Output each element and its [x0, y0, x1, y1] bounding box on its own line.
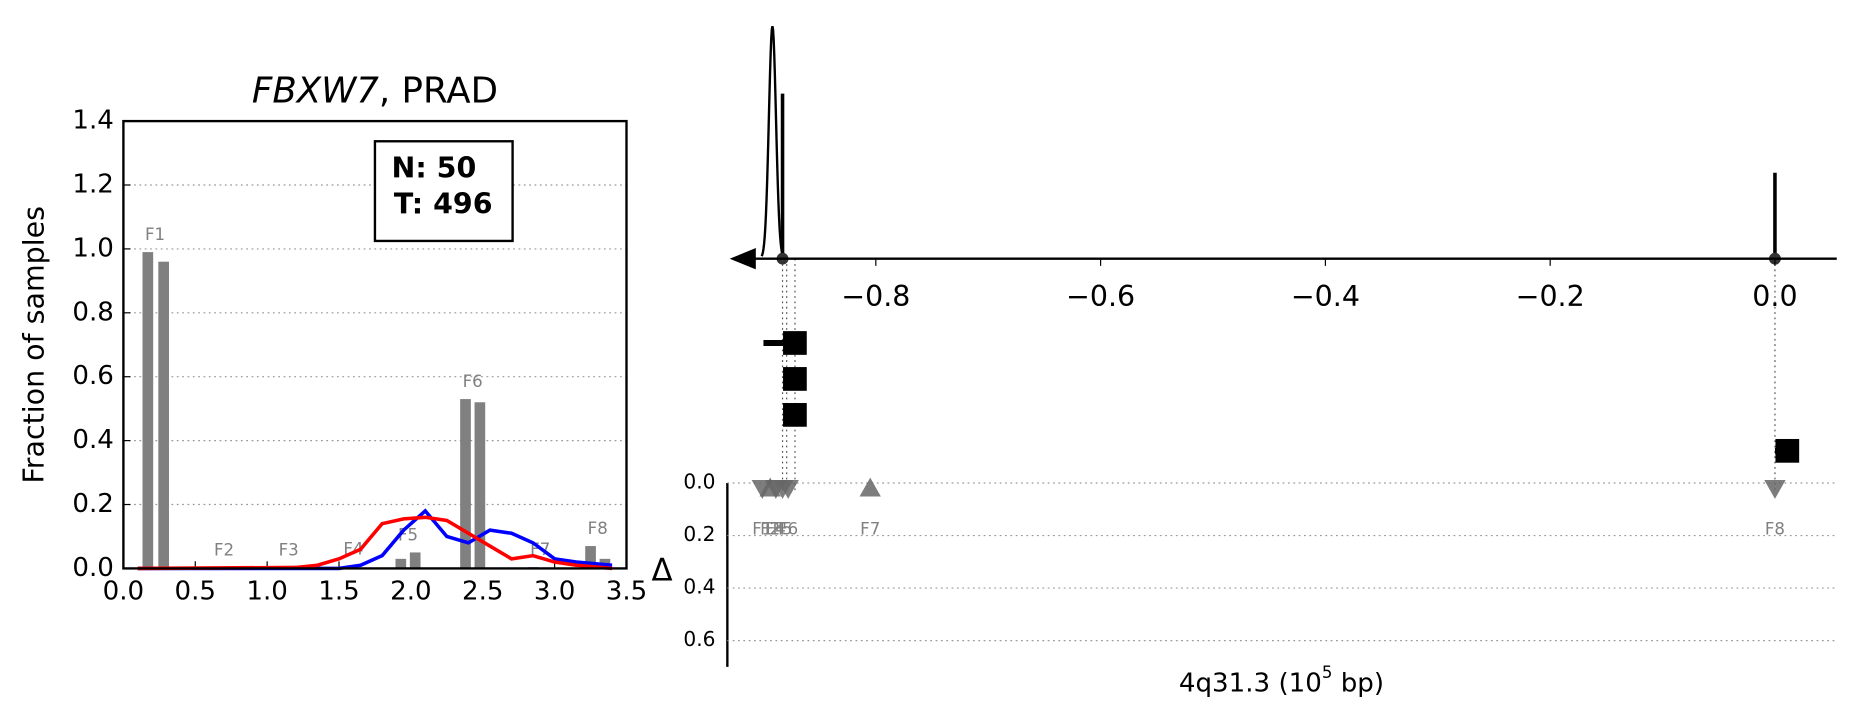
family-label: F6: [463, 372, 483, 391]
delta-label: F7: [860, 519, 880, 538]
delta-marker: [1764, 479, 1786, 499]
delta-marker: [859, 477, 881, 497]
x-tick-label: 2.5: [462, 577, 503, 607]
x-axis-label-part: 4q31.3 (10: [1179, 668, 1322, 698]
y-tick-label: 0.2: [683, 522, 715, 546]
x-tick-label: 0.0: [1752, 280, 1797, 313]
bar: [585, 546, 596, 569]
chart-title: FBXW7, PRAD: [252, 71, 498, 112]
y-tick-label: 0.2: [72, 489, 114, 519]
x-tick-label: −0.2: [1516, 280, 1585, 313]
delta-label: F8: [1765, 519, 1785, 538]
y-tick-label: 1.0: [72, 233, 114, 263]
x-tick-label: −0.4: [1291, 280, 1360, 313]
y-tick-label: 0.4: [683, 575, 715, 599]
family-label: F8: [588, 519, 608, 538]
x-tick-label: −0.8: [841, 280, 910, 313]
square-marker: [1775, 438, 1800, 463]
line: [137, 515, 613, 571]
plot-frame: [122, 119, 628, 570]
axis-arrow: [729, 248, 756, 270]
x-tick-label: 0.5: [175, 577, 217, 607]
y-tick-label: 0.6: [72, 361, 114, 391]
x-tick-label: 1.0: [246, 577, 288, 607]
x-tick-label: 0.0: [103, 577, 145, 607]
x-tick-label: 2.0: [390, 577, 431, 607]
x-tick-label: 3.0: [534, 577, 576, 607]
y-tick-label: 0.0: [72, 553, 114, 583]
bar: [474, 402, 486, 569]
y-tick-label: 0.4: [72, 425, 114, 455]
delta-label: F1: [752, 519, 772, 538]
y-tick-label: 0.6: [683, 627, 715, 651]
delta-label: F5: [772, 519, 792, 538]
y-tick-label: 1.2: [72, 170, 114, 200]
square-marker: [783, 403, 807, 427]
annotation: N: 50: [392, 152, 477, 185]
annotation: T: 496: [394, 187, 493, 220]
bar: [460, 399, 471, 569]
y-tick-label: 1.4: [72, 106, 114, 136]
x-tick-label: 1.5: [318, 577, 360, 607]
line: [137, 508, 613, 571]
family-label: F3: [279, 540, 299, 559]
y-axis-label: Δ: [652, 552, 673, 588]
peak: [760, 25, 785, 257]
y-tick-label: 0.0: [683, 469, 715, 493]
y-tick-label: 0.8: [72, 297, 114, 327]
square-marker: [783, 331, 807, 355]
x-tick-label: −0.6: [1066, 280, 1135, 313]
x-axis-label: 4q31.3 (105 bp): [1179, 662, 1384, 698]
x-tick-label: 3.5: [606, 577, 648, 607]
bar: [395, 558, 407, 569]
delta-label: F2: [760, 519, 780, 538]
family-label: F2: [214, 540, 234, 559]
annotation-box: [373, 140, 514, 243]
x-axis-label-part: bp): [1332, 668, 1384, 698]
y-axis-label: Fraction of samples: [18, 206, 51, 484]
delta-label: F4: [766, 519, 786, 538]
square-marker: [783, 367, 807, 391]
title-gene: FBXW7: [252, 71, 379, 112]
bar: [142, 252, 154, 569]
bar: [409, 552, 421, 569]
delta-label: F6: [778, 519, 798, 538]
x-axis-label-sup: 5: [1322, 662, 1333, 681]
family-label: F1: [145, 225, 165, 244]
bar: [158, 261, 169, 569]
delta-marker: [777, 479, 799, 499]
title-cohort: , PRAD: [379, 71, 498, 112]
